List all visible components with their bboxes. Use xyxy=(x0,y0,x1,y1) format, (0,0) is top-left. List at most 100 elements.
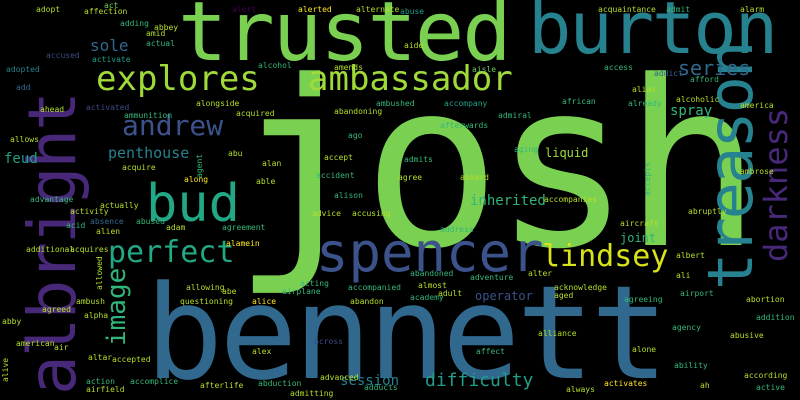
cloud-word: acquaintance xyxy=(598,5,656,14)
cloud-word: burton xyxy=(528,0,778,70)
cloud-word: altar xyxy=(88,353,113,362)
cloud-word: abruptly xyxy=(688,207,727,216)
cloud-word: alongside xyxy=(196,99,240,108)
cloud-word: albert xyxy=(676,251,705,260)
cloud-word: alien xyxy=(96,227,121,236)
cloud-word: academy xyxy=(410,293,444,302)
cloud-word: air xyxy=(54,343,69,352)
cloud-word: adducts xyxy=(364,383,398,392)
cloud-word: agent xyxy=(195,153,204,178)
cloud-word: lindsey xyxy=(542,239,669,274)
cloud-word: affection xyxy=(84,7,128,16)
cloud-word: ah xyxy=(700,381,710,390)
cloud-word: act xyxy=(104,1,119,10)
cloud-word: acquires xyxy=(70,245,109,254)
cloud-word: alone xyxy=(632,345,657,354)
cloud-word: liquid xyxy=(545,146,589,160)
cloud-word: afterlife xyxy=(200,381,244,390)
cloud-word: alcoholic xyxy=(676,95,720,104)
cloud-word: amid xyxy=(146,29,166,38)
cloud-word: across xyxy=(314,337,343,346)
cloud-word: active xyxy=(756,383,785,392)
cloud-word: accident xyxy=(316,171,355,180)
cloud-word: alias xyxy=(632,85,657,94)
cloud-word: alison xyxy=(334,191,363,200)
cloud-word: joint xyxy=(620,231,657,245)
cloud-word: allowed xyxy=(95,256,104,290)
cloud-word: ammunition xyxy=(124,111,173,120)
cloud-word: absence xyxy=(90,217,124,226)
cloud-word: abandon xyxy=(350,297,384,306)
cloud-word: adult xyxy=(438,289,463,298)
cloud-word: image xyxy=(102,267,132,346)
cloud-word: actually xyxy=(100,201,139,210)
cloud-word: admits xyxy=(404,155,433,164)
cloud-word: abduction xyxy=(258,379,302,388)
cloud-word: accept xyxy=(324,153,353,162)
cloud-word: ambushed xyxy=(376,99,415,108)
cloud-word: abusive xyxy=(730,331,764,340)
cloud-word: darkness xyxy=(757,107,795,262)
cloud-word: adopt xyxy=(36,5,61,14)
cloud-word: accompany xyxy=(444,99,488,108)
cloud-word: along xyxy=(184,175,209,184)
cloud-word: adventure xyxy=(470,273,514,282)
cloud-word: sole xyxy=(90,36,129,55)
cloud-word: affect xyxy=(476,347,505,356)
cloud-word: afford xyxy=(690,75,719,84)
cloud-word: activated xyxy=(86,103,130,112)
cloud-word: accepts xyxy=(643,162,652,196)
cloud-word: according xyxy=(744,371,788,380)
cloud-word: admit xyxy=(666,5,691,14)
cloud-word: address xyxy=(440,225,474,234)
cloud-word: acknowledge xyxy=(554,283,607,292)
cloud-word: agency xyxy=(672,323,701,332)
cloud-word: activity xyxy=(70,207,109,216)
cloud-word: abandoned xyxy=(410,269,454,278)
cloud-word: ambrose xyxy=(740,167,774,176)
cloud-word: bennett xyxy=(145,257,669,400)
cloud-word: alive xyxy=(1,357,10,382)
cloud-word: accompanied xyxy=(348,283,401,292)
cloud-word: josh xyxy=(232,33,762,300)
cloud-word: actual xyxy=(146,39,175,48)
cloud-word: always xyxy=(566,385,595,394)
cloud-word: accusing xyxy=(352,209,391,218)
cloud-word: alliance xyxy=(538,329,577,338)
cloud-word: already xyxy=(628,99,662,108)
cloud-word: ahead xyxy=(40,105,65,114)
cloud-word: addition xyxy=(756,313,795,322)
cloud-word: ali xyxy=(676,271,691,280)
cloud-word: adding xyxy=(120,19,149,28)
cloud-word: acid xyxy=(66,221,86,230)
cloud-word: action xyxy=(86,377,115,386)
cloud-word: alpha xyxy=(84,311,109,320)
cloud-word: aircraft xyxy=(620,219,659,228)
cloud-word: airfield xyxy=(86,385,125,394)
cloud-word: american xyxy=(16,339,55,348)
cloud-word: abe xyxy=(222,287,237,296)
cloud-word: acquire xyxy=(122,163,156,172)
cloud-word: activate xyxy=(92,55,131,64)
cloud-word: abandoning xyxy=(334,107,383,116)
cloud-word: questioning xyxy=(180,297,233,306)
cloud-word: alcohol xyxy=(258,61,292,70)
cloud-word: addict xyxy=(654,69,683,78)
cloud-word: access xyxy=(604,63,633,72)
cloud-word: acting xyxy=(300,279,329,288)
cloud-word: alice xyxy=(252,297,277,306)
cloud-word: agree xyxy=(398,173,423,182)
cloud-word: admitting xyxy=(290,389,334,398)
cloud-word: adam xyxy=(166,223,186,232)
cloud-word: spray xyxy=(670,103,713,119)
cloud-word: accepted xyxy=(112,355,151,364)
cloud-word: ability xyxy=(674,361,708,370)
cloud-word: afterwards xyxy=(440,121,489,130)
cloud-word: abortion xyxy=(746,295,785,304)
cloud-word: accompanies xyxy=(544,195,597,204)
cloud-word: abby xyxy=(2,317,22,326)
cloud-word: allows xyxy=(10,135,39,144)
cloud-word: abused xyxy=(136,217,165,226)
cloud-word: america xyxy=(740,101,774,110)
cloud-word: adopted xyxy=(6,65,40,74)
